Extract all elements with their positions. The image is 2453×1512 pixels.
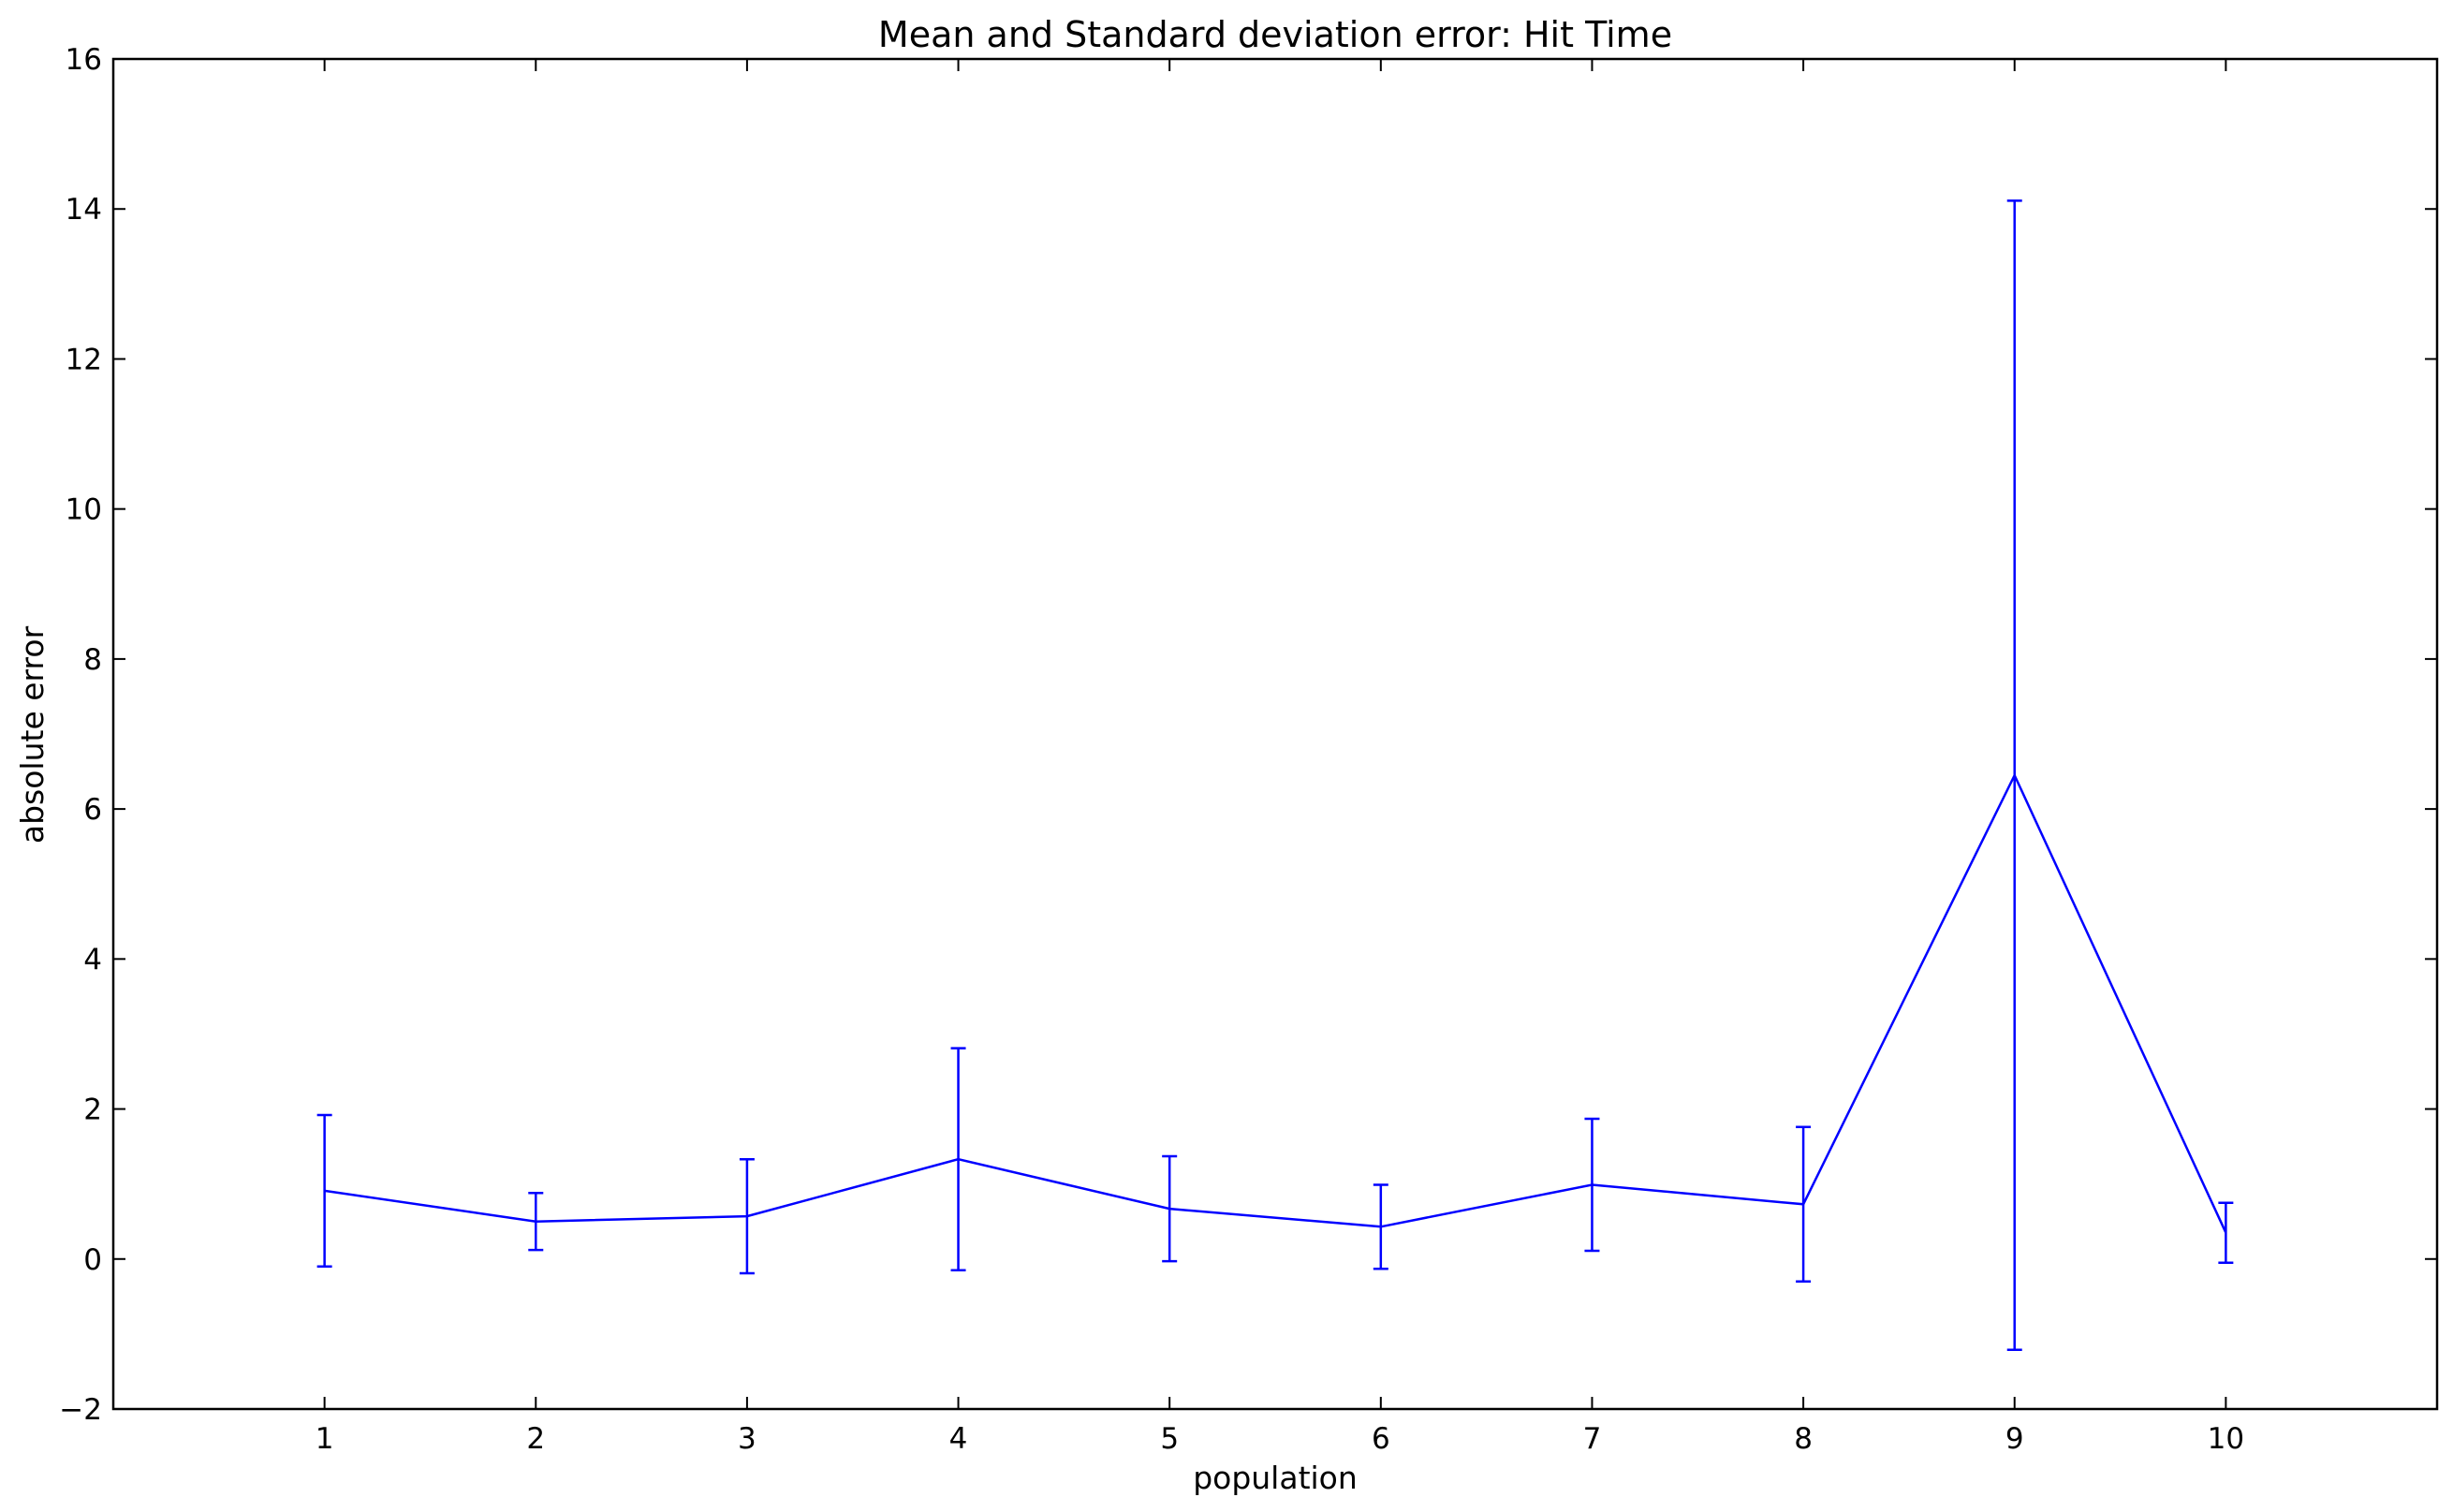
x-tick-label: 9	[2005, 1422, 2024, 1456]
y-tick-label: 12	[66, 343, 102, 376]
x-tick-label: 8	[1794, 1422, 1813, 1456]
x-tick-label: 3	[738, 1422, 756, 1456]
plot-frame	[111, 57, 2439, 1411]
y-tick-label: 8	[83, 643, 102, 677]
chart-title: Mean and Standard deviation error: Hit T…	[878, 14, 1672, 55]
y-tick-label: 16	[66, 43, 102, 77]
x-tick-label: 4	[949, 1422, 968, 1456]
x-axis-label: population	[1193, 1460, 1358, 1496]
x-tick-label: 10	[2208, 1422, 2244, 1456]
x-tick-label: 1	[316, 1422, 334, 1456]
y-tick-label: 14	[66, 193, 102, 227]
x-tick-label: 6	[1372, 1422, 1390, 1456]
y-tick-label: 4	[83, 943, 102, 976]
x-tick-label: 7	[1583, 1422, 1602, 1456]
y-tick-label: 2	[83, 1094, 102, 1127]
y-axis-label: absolute error	[14, 625, 51, 844]
y-tick-label: 6	[83, 793, 102, 827]
y-tick-label: 10	[66, 493, 102, 527]
y-tick-label: 0	[83, 1243, 102, 1277]
mean-line	[324, 772, 2227, 1234]
x-tick-label: 2	[526, 1422, 545, 1456]
y-tick-label: −2	[59, 1393, 102, 1427]
x-tick-label: 5	[1160, 1422, 1179, 1456]
